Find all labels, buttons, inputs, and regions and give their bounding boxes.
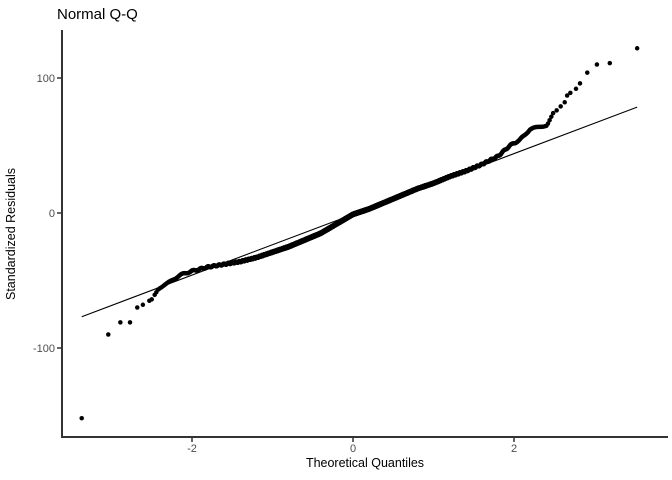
qq-point xyxy=(545,121,551,126)
x-tick-label: -2 xyxy=(187,443,197,455)
qq-point xyxy=(547,117,552,123)
qq-point xyxy=(564,93,570,98)
y-tick-label: 100 xyxy=(37,73,55,85)
qq-point xyxy=(106,332,111,337)
qq-point xyxy=(549,114,554,119)
qq-point xyxy=(79,415,84,421)
qq-point xyxy=(135,305,140,310)
axes xyxy=(57,30,668,442)
qq-point xyxy=(634,46,640,51)
qq-point xyxy=(550,110,556,116)
qq-point xyxy=(562,100,567,105)
tick-labels: -2 0 2 -100 0 100 xyxy=(33,73,517,455)
qq-point xyxy=(585,70,590,75)
qq-point xyxy=(118,320,123,325)
y-tick-label: 0 xyxy=(49,208,55,220)
qq-point xyxy=(554,108,559,113)
chart-title: Normal Q-Q xyxy=(57,6,138,23)
qq-point xyxy=(149,297,154,302)
y-axis-title: Standardized Residuals xyxy=(4,168,18,300)
qq-point xyxy=(594,62,600,67)
data-points xyxy=(79,46,640,421)
x-tick-label: 0 xyxy=(350,443,356,455)
qq-point xyxy=(127,320,133,325)
x-tick-label: 2 xyxy=(511,443,517,455)
qq-point xyxy=(568,90,573,96)
qq-point xyxy=(577,81,583,86)
y-tick-label: -100 xyxy=(33,343,55,355)
qq-point xyxy=(607,60,613,66)
qq-point xyxy=(140,302,146,308)
qq-point xyxy=(558,104,563,109)
x-axis-title: Theoretical Quantiles xyxy=(306,456,424,470)
qq-point xyxy=(573,86,579,92)
